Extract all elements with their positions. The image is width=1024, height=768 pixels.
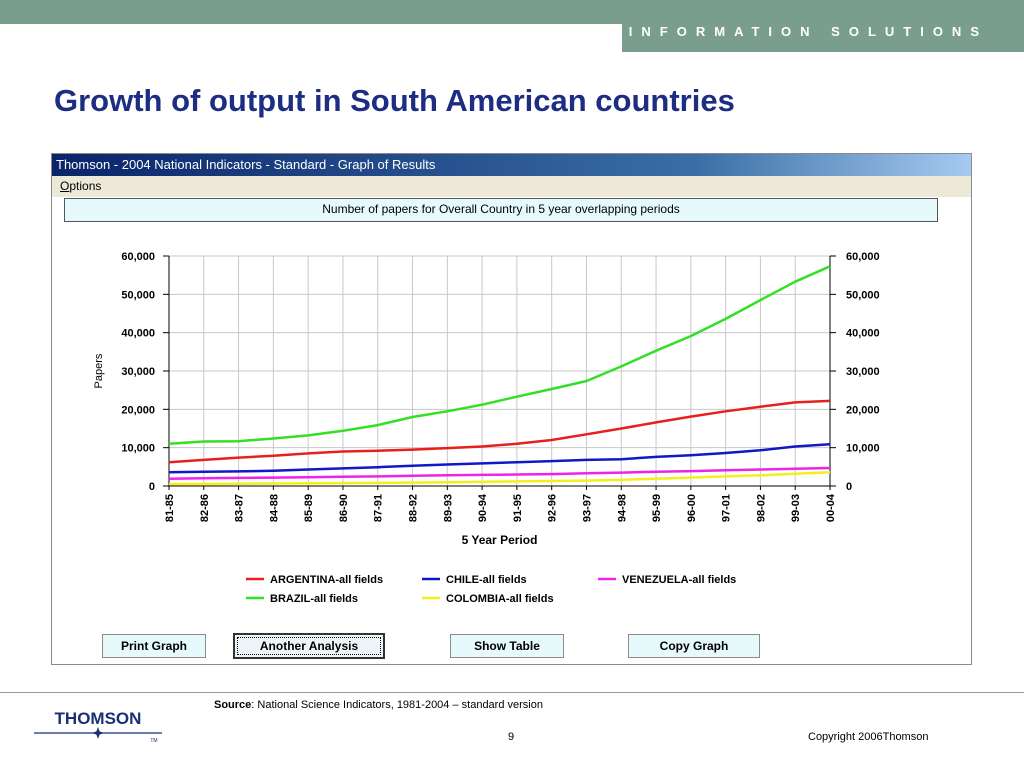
x-tick-label: 98-02 — [755, 494, 767, 522]
menu-options-label: ptions — [69, 179, 102, 193]
footer-rule — [0, 692, 1024, 693]
y-tick-label-right: 30,000 — [846, 366, 880, 378]
series-line — [168, 442, 831, 474]
series-line — [168, 265, 831, 446]
another-analysis-button[interactable]: Another Analysis — [233, 633, 385, 659]
y-tick-label-right: 50,000 — [846, 289, 880, 301]
app-window: Thomson - 2004 National Indicators - Sta… — [51, 153, 972, 665]
y-tick-label-left: 20,000 — [121, 404, 155, 416]
x-tick-label: 94-98 — [616, 494, 628, 522]
legend-label: COLOMBIA-all fields — [446, 593, 554, 605]
y-tick-label-left: 10,000 — [121, 443, 155, 455]
y-tick-label-left: 60,000 — [121, 251, 155, 263]
series-line — [168, 399, 831, 464]
x-tick-label: 83-87 — [234, 494, 246, 522]
source-text: : National Science Indicators, 1981-2004… — [251, 699, 543, 711]
y-tick-label-right: 40,000 — [846, 328, 880, 340]
y-tick-label-right: 10,000 — [846, 443, 880, 455]
window-title: Thomson - 2004 National Indicators - Sta… — [52, 154, 971, 176]
x-tick-label: 93-97 — [581, 494, 593, 522]
copy-graph-button[interactable]: Copy Graph — [628, 634, 760, 658]
header-tag-block: INFORMATION SOLUTIONS — [622, 0, 1024, 52]
y-tick-label-left: 0 — [149, 481, 155, 493]
logo-tm: TM — [150, 738, 157, 744]
x-tick-label: 87-91 — [373, 494, 385, 522]
x-tick-label: 92-96 — [547, 494, 559, 522]
x-tick-label: 99-03 — [790, 494, 802, 522]
slide-title: Growth of output in South American count… — [54, 83, 735, 118]
x-tick-label: 90-94 — [477, 493, 489, 522]
x-tick-label: 89-93 — [442, 494, 454, 522]
menu-options-mnemonic: O — [60, 179, 70, 193]
x-tick-label: 84-88 — [268, 494, 280, 522]
y-tick-label-left: 40,000 — [121, 328, 155, 340]
series-line — [168, 466, 831, 480]
source-label: Source — [214, 699, 252, 711]
menu-options[interactable]: Options — [60, 179, 101, 193]
y-axis-title: Papers — [93, 353, 105, 388]
chart-title-box: Number of papers for Overall Country in … — [64, 198, 938, 222]
print-graph-button[interactable]: Print Graph — [102, 634, 206, 658]
x-tick-label: 00-04 — [825, 493, 837, 522]
x-tick-label: 81-85 — [164, 494, 176, 522]
series-line — [168, 470, 831, 486]
show-table-button[interactable]: Show Table — [450, 634, 564, 658]
y-tick-label-right: 20,000 — [846, 404, 880, 416]
y-tick-label-left: 50,000 — [121, 289, 155, 301]
y-tick-label-left: 30,000 — [121, 366, 155, 378]
x-tick-label: 86-90 — [338, 494, 350, 522]
legend-label: ARGENTINA-all fields — [270, 574, 383, 586]
legend-label: CHILE-all fields — [446, 574, 527, 586]
x-axis-title: 5 Year Period — [462, 533, 538, 547]
line-chart: 0 0 10,000 10,000 20,000 20,000 30,000 30,000 40… — [93, 251, 880, 605]
x-tick-label: 95-99 — [651, 494, 663, 522]
page-number: 9 — [508, 731, 515, 743]
source-note: Source: National Science Indicators, 198… — [214, 699, 543, 711]
y-tick-label-right: 0 — [846, 481, 852, 493]
menu-bar: Options — [52, 176, 971, 197]
star-icon — [92, 727, 104, 739]
header-tagline: INFORMATION SOLUTIONS — [628, 24, 988, 39]
x-tick-label: 97-01 — [721, 494, 733, 522]
thomson-logo: THOMSON TM — [34, 709, 162, 744]
legend-label: VENEZUELA-all fields — [622, 574, 736, 586]
chart-title: Number of papers for Overall Country in … — [322, 202, 680, 216]
y-tick-label-right: 60,000 — [846, 251, 880, 263]
x-tick-label: 82-86 — [199, 494, 211, 522]
x-tick-label: 96-00 — [686, 494, 698, 522]
logo-wordmark: THOMSON — [55, 709, 142, 728]
x-tick-label: 91-95 — [512, 494, 524, 522]
legend-label: BRAZIL-all fields — [270, 593, 358, 605]
copyright: Copyright 2006Thomson — [808, 731, 929, 743]
x-tick-label: 85-89 — [303, 494, 315, 522]
x-tick-label: 88-92 — [408, 494, 420, 522]
